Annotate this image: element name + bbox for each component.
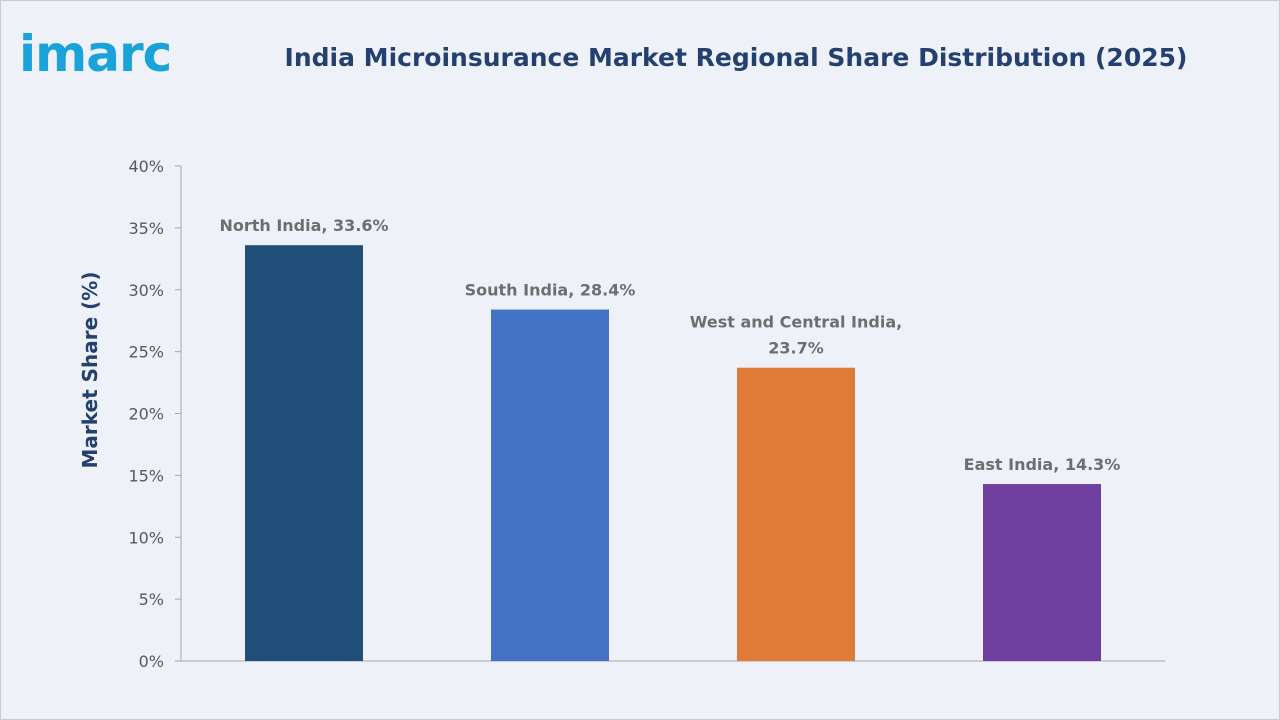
data-labels: North India, 33.6% South India, 28.4% West…: [219, 216, 1120, 474]
bars: [245, 245, 1101, 661]
imarc-logo: imarc: [19, 25, 172, 83]
bar-north-india: [245, 245, 363, 661]
bar-west-and-central-india: [737, 367, 855, 661]
axes: 0% 5% 10% 15% 20% 25% 30% 35% 40%: [128, 157, 1165, 671]
bar-east-india: [983, 484, 1101, 661]
y-tick-label: 40%: [128, 157, 164, 176]
y-tick-label: 0%: [139, 652, 164, 671]
data-label: South India, 28.4%: [465, 281, 636, 300]
y-tick-label: 15%: [128, 466, 164, 485]
data-label: West and Central India,: [690, 313, 902, 332]
bar-south-india: [491, 309, 609, 661]
y-tick-label: 10%: [128, 528, 164, 547]
y-tick-label: 5%: [139, 590, 164, 609]
data-label: 23.7%: [768, 339, 824, 358]
y-axis-label: Market Share (%): [78, 272, 102, 469]
y-tick-label: 20%: [128, 405, 164, 424]
y-tick-label: 30%: [128, 281, 164, 300]
y-tick-label: 25%: [128, 343, 164, 362]
chart-title: India Microinsurance Market Regional Sha…: [284, 43, 1188, 72]
y-tick-label: 35%: [128, 219, 164, 238]
data-label: North India, 33.6%: [219, 216, 388, 235]
data-label: East India, 14.3%: [964, 455, 1121, 474]
